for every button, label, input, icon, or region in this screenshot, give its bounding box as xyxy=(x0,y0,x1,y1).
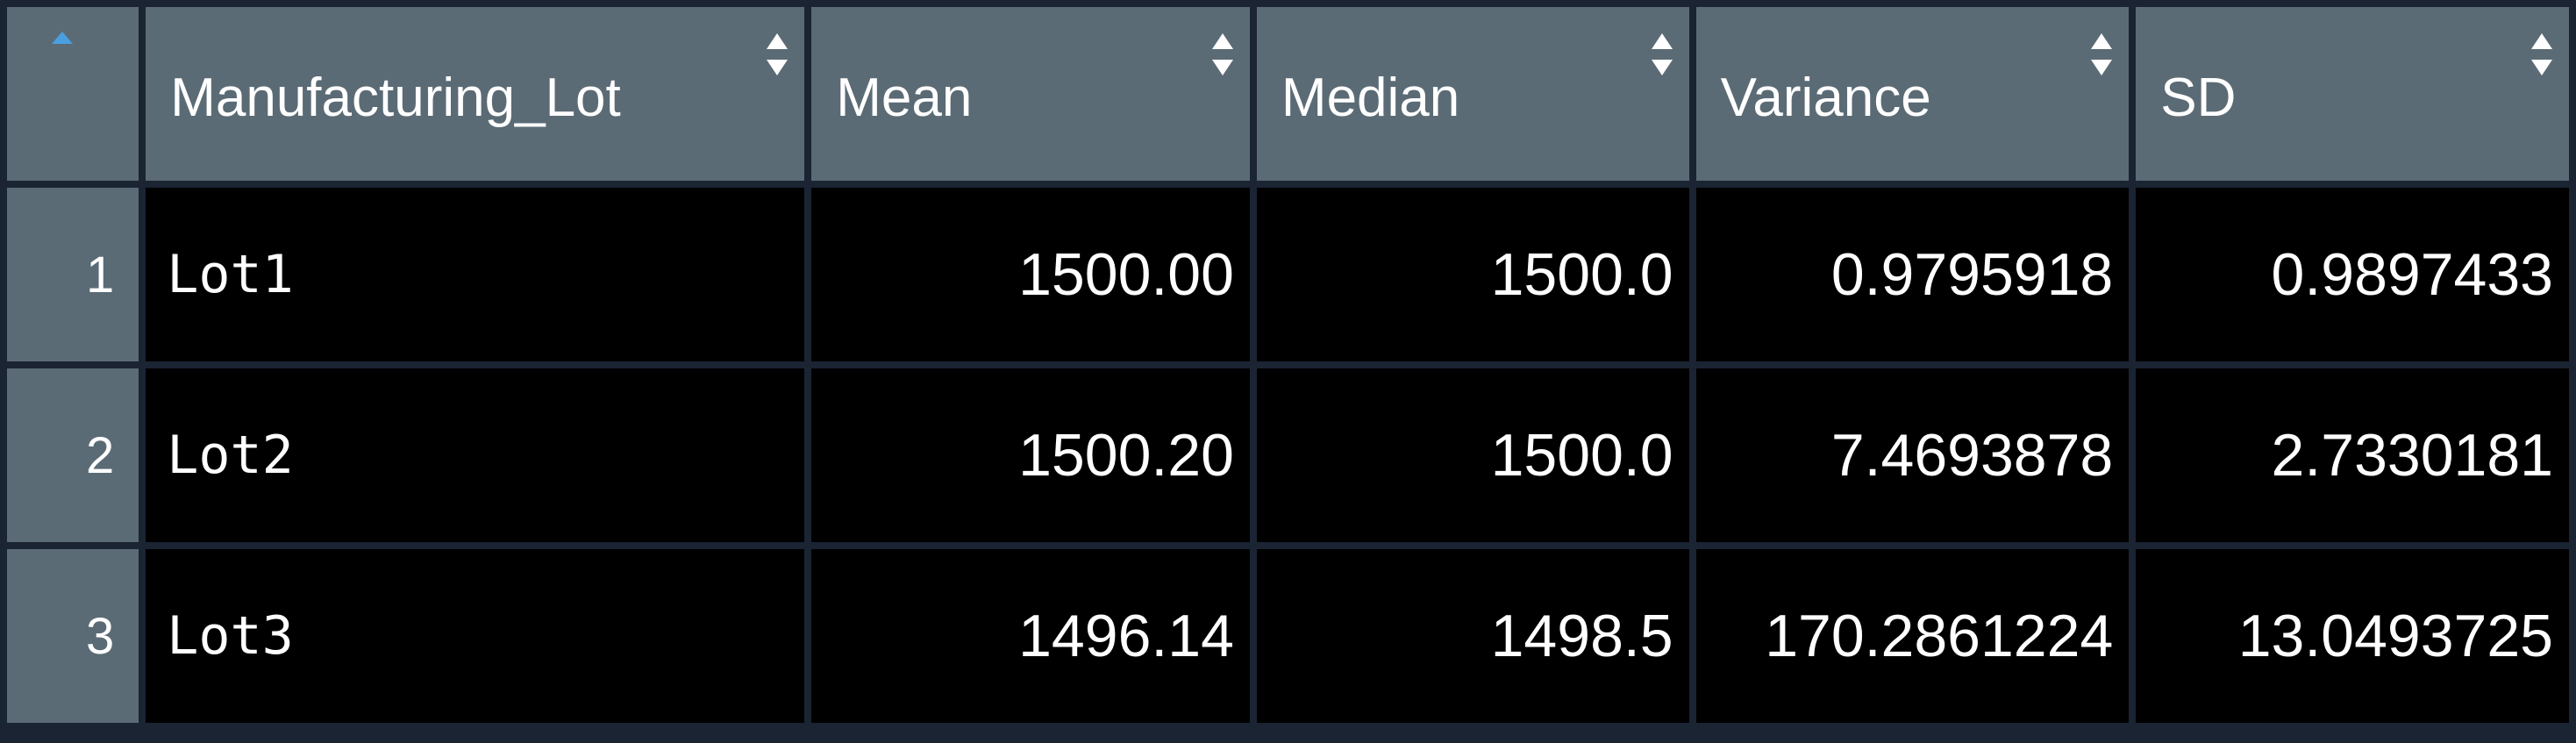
table-row: 3 Lot3 1496.14 1498.5 170.2861224 13.049… xyxy=(7,549,2569,723)
cell-median: 1500.0 xyxy=(1256,368,1689,542)
cell-sd: 13.0493725 xyxy=(2136,549,2569,723)
cell-median: 1500.0 xyxy=(1256,188,1689,361)
sort-ascending-icon[interactable] xyxy=(49,28,75,77)
column-header-index[interactable] xyxy=(7,7,139,181)
cell-sd: 0.9897433 xyxy=(2136,188,2569,361)
column-header-manufacturing-lot[interactable]: Manufacturing_Lot xyxy=(146,7,805,181)
sort-both-icon[interactable] xyxy=(2088,30,2115,79)
sort-both-icon[interactable] xyxy=(1649,30,1675,79)
row-index: 1 xyxy=(7,188,139,361)
cell-variance: 170.2861224 xyxy=(1695,549,2130,723)
cell-sd: 2.7330181 xyxy=(2136,368,2569,542)
column-header-sd[interactable]: SD xyxy=(2136,7,2569,181)
table-header: Manufacturing_Lot Mean Median xyxy=(7,7,2569,181)
column-header-label: SD xyxy=(2160,67,2237,128)
cell-manufacturing-lot: Lot2 xyxy=(146,368,805,542)
cell-mean: 1500.20 xyxy=(811,368,1250,542)
cell-manufacturing-lot: Lot1 xyxy=(146,188,805,361)
header-row: Manufacturing_Lot Mean Median xyxy=(7,7,2569,181)
column-header-label: Variance xyxy=(1720,67,1931,128)
row-index: 3 xyxy=(7,549,139,723)
sort-both-icon[interactable] xyxy=(764,30,790,79)
sort-both-icon[interactable] xyxy=(2529,30,2555,79)
column-header-label: Median xyxy=(1281,67,1460,128)
cell-median: 1498.5 xyxy=(1256,549,1689,723)
column-header-mean[interactable]: Mean xyxy=(811,7,1250,181)
cell-manufacturing-lot: Lot3 xyxy=(146,549,805,723)
column-header-label: Manufacturing_Lot xyxy=(170,67,621,128)
cell-variance: 0.9795918 xyxy=(1695,188,2130,361)
table-row: 1 Lot1 1500.00 1500.0 0.9795918 0.989743… xyxy=(7,188,2569,361)
column-header-median[interactable]: Median xyxy=(1256,7,1689,181)
cell-variance: 7.4693878 xyxy=(1695,368,2130,542)
column-header-variance[interactable]: Variance xyxy=(1695,7,2130,181)
table-row: 2 Lot2 1500.20 1500.0 7.4693878 2.733018… xyxy=(7,368,2569,542)
row-index: 2 xyxy=(7,368,139,542)
cell-mean: 1500.00 xyxy=(811,188,1250,361)
sort-both-icon[interactable] xyxy=(1210,30,1236,79)
cell-mean: 1496.14 xyxy=(811,549,1250,723)
table-body: 1 Lot1 1500.00 1500.0 0.9795918 0.989743… xyxy=(7,188,2569,723)
column-header-label: Mean xyxy=(836,67,973,128)
